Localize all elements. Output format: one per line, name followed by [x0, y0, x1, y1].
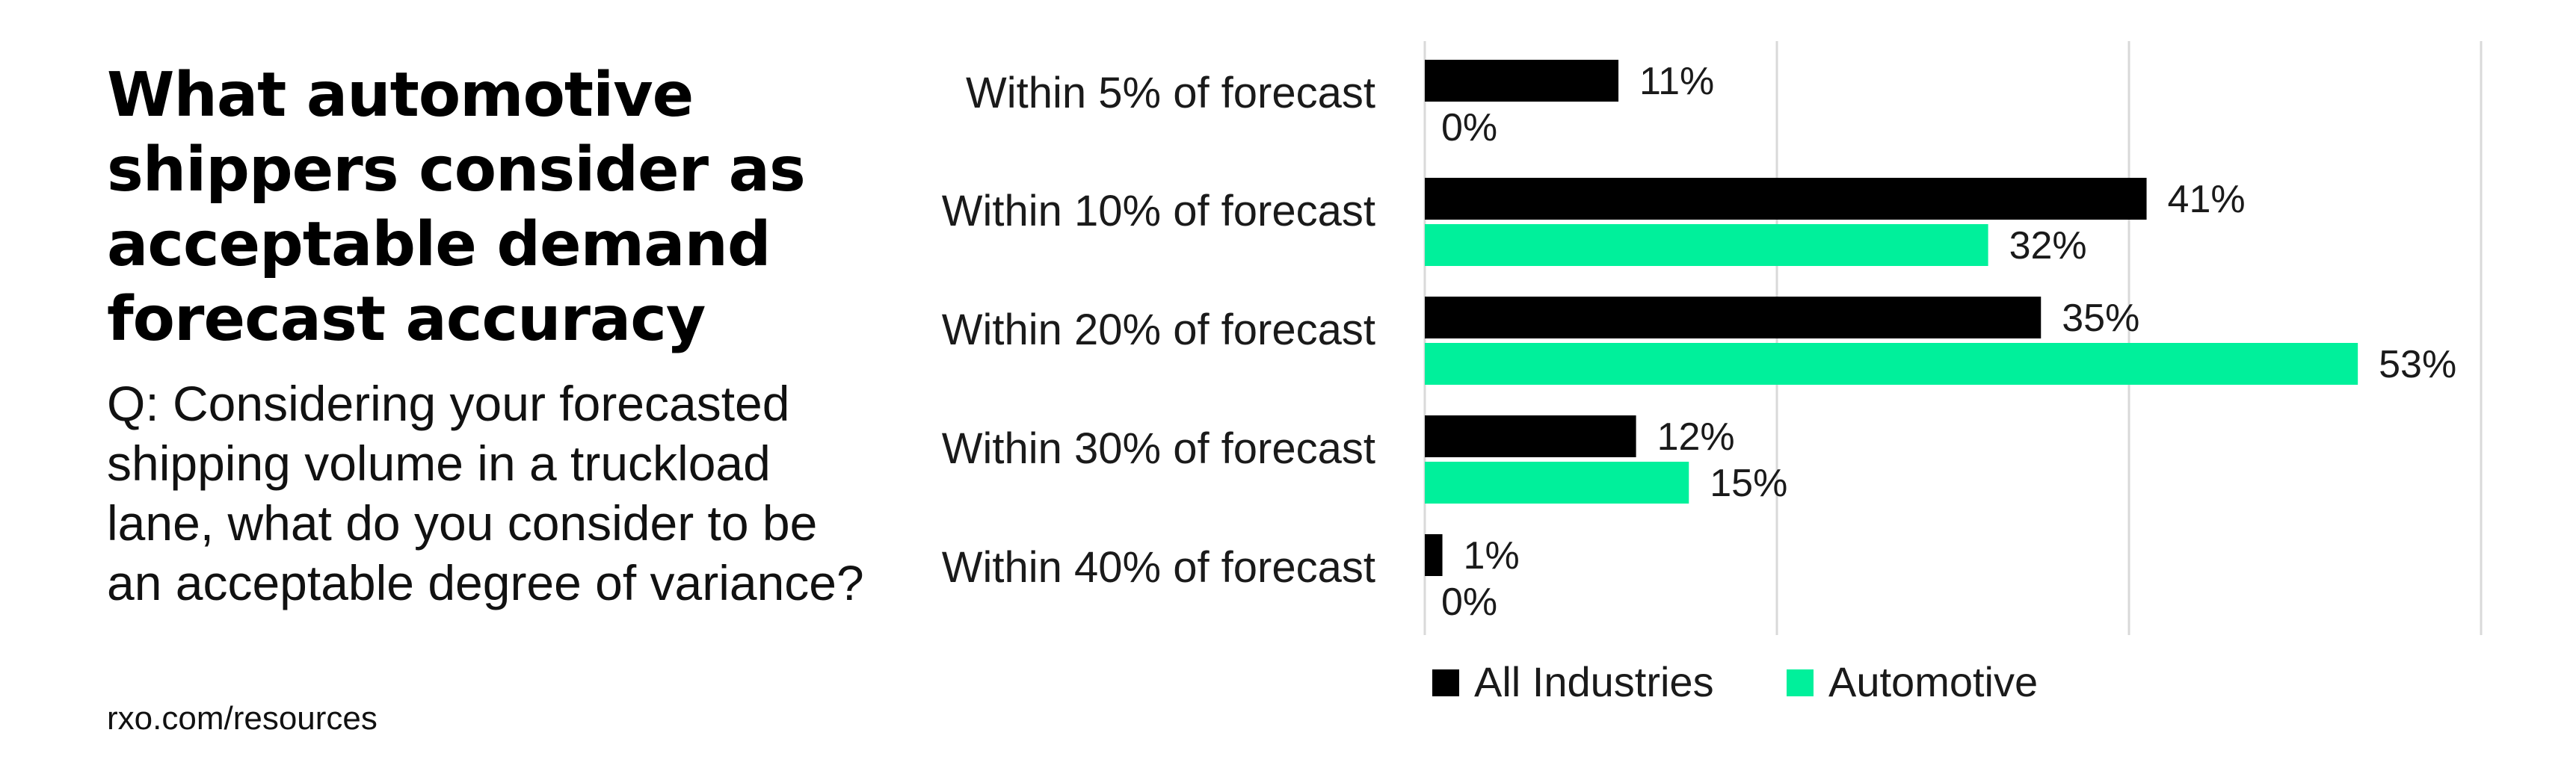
category-label: Within 5% of forecast	[966, 69, 1375, 117]
data-label-automotive: 53%	[2379, 343, 2456, 386]
source-link[interactable]: rxo.com/resources	[107, 700, 378, 737]
bar-automotive	[1425, 224, 1988, 266]
survey-question: Q: Considering your forecasted shipping …	[107, 376, 864, 610]
category-label: Within 10% of forecast	[942, 187, 1375, 235]
legend: All Industries Automotive	[1432, 658, 2038, 705]
bar-all-industries	[1425, 415, 1636, 457]
data-label-automotive: 0%	[1441, 106, 1497, 149]
legend-label-all-industries: All Industries	[1474, 658, 1714, 705]
bar-all-industries	[1425, 60, 1619, 102]
bar-all-industries	[1425, 178, 2147, 220]
category-label: Within 20% of forecast	[942, 306, 1375, 354]
category-label: Within 40% of forecast	[942, 543, 1375, 592]
chart-title: What automotive shippers consider as acc…	[107, 60, 806, 355]
labels: Within 5% of forecast 11% 0% Within 10% of …	[942, 60, 2456, 624]
bars	[1425, 60, 2358, 576]
legend-label-automotive: Automotive	[1828, 658, 2038, 705]
data-label-all-industries: 1%	[1464, 534, 1520, 578]
legend-swatch-all-industries	[1432, 669, 1459, 696]
data-label-automotive: 32%	[2009, 224, 2087, 267]
bar-automotive	[1425, 343, 2358, 385]
bar-automotive	[1425, 462, 1689, 504]
category-label: Within 30% of forecast	[942, 424, 1375, 473]
data-label-all-industries: 11%	[1639, 60, 1714, 103]
data-label-automotive: 0%	[1441, 581, 1497, 624]
bar-all-industries	[1425, 297, 2042, 338]
legend-swatch-automotive	[1787, 669, 1814, 696]
data-label-all-industries: 35%	[2062, 297, 2139, 340]
bar-all-industries	[1425, 534, 1443, 576]
data-label-all-industries: 12%	[1657, 415, 1735, 459]
data-label-all-industries: 41%	[2168, 178, 2246, 221]
data-label-automotive: 15%	[1710, 462, 1787, 505]
